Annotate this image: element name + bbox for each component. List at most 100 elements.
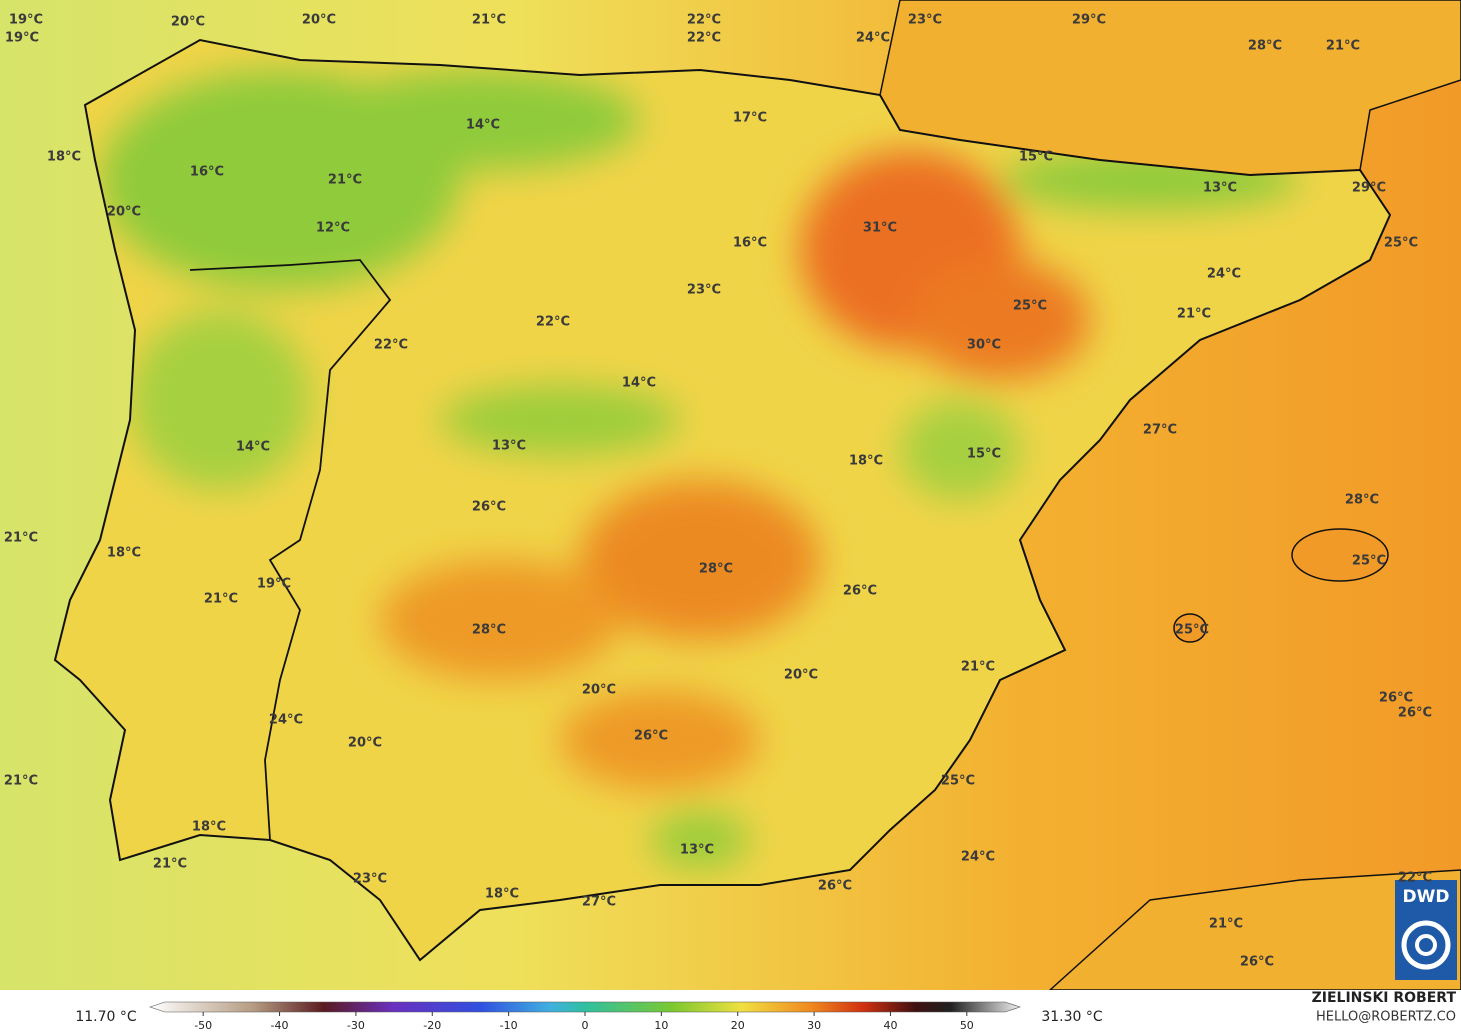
colorbar-tick-label: -10 <box>500 1019 518 1032</box>
temperature-label: 21°C <box>204 592 238 607</box>
temperature-label: 26°C <box>472 500 506 515</box>
temperature-label: 22°C <box>687 31 721 46</box>
logo <box>1395 880 1457 980</box>
coastline <box>53 38 1392 962</box>
temperature-label: 25°C <box>941 774 975 789</box>
temperature-label: 20°C <box>302 13 336 28</box>
warm-area <box>380 560 620 680</box>
logo-text: DWD <box>1403 887 1450 907</box>
temperature-label: 24°C <box>961 850 995 865</box>
temperature-label: 22°C <box>1398 871 1432 886</box>
iberia <box>55 40 1390 960</box>
temperature-field <box>100 70 1300 870</box>
temperature-label: 18°C <box>485 887 519 902</box>
cool-area <box>650 810 750 870</box>
cool-area <box>900 400 1020 500</box>
temperature-label: 28°C <box>699 562 733 577</box>
warm-area <box>580 480 820 640</box>
author: ZIELINSKI ROBERT <box>1312 990 1457 1006</box>
temperature-label: 24°C <box>1207 267 1241 282</box>
temperature-label: 21°C <box>472 13 506 28</box>
temperature-label: 17°C <box>733 111 767 126</box>
temperature-label: 27°C <box>1143 423 1177 438</box>
max-label: 31.30 °C <box>1041 1009 1103 1025</box>
temperature-label: 22°C <box>536 315 570 330</box>
colorbar-tick-label: 0 <box>582 1019 589 1032</box>
temperature-label: 25°C <box>1013 299 1047 314</box>
temperature-label: 18°C <box>107 546 141 561</box>
temperature-label: 22°C <box>687 13 721 28</box>
colorbar-tick-label: -30 <box>347 1019 365 1032</box>
temperature-label: 20°C <box>171 15 205 30</box>
temperature-label: 31°C <box>863 221 897 236</box>
temperature-label: 25°C <box>1384 236 1418 251</box>
temperature-label: 21°C <box>153 857 187 872</box>
temperature-label: 12°C <box>316 221 350 236</box>
temperature-label: 21°C <box>4 531 38 546</box>
cool-area <box>320 70 640 170</box>
temperature-label: 28°C <box>472 623 506 638</box>
contact: HELLO@ROBERTZ.CO <box>1316 1010 1456 1025</box>
temperature-label: 26°C <box>634 729 668 744</box>
temperature-label: 26°C <box>1379 691 1413 706</box>
temperature-label: 13°C <box>680 843 714 858</box>
temperature-label: 29°C <box>1352 181 1386 196</box>
colorbar-tick-label: 20 <box>731 1019 745 1032</box>
temperature-label: 19°C <box>9 13 43 28</box>
ibiza <box>1173 613 1207 643</box>
mallorca <box>1291 528 1389 582</box>
colorbar-tick-label: 40 <box>883 1019 897 1032</box>
colorbar-tick-label: 50 <box>960 1019 974 1032</box>
temperature-label: 18°C <box>47 150 81 165</box>
temperature-label: 20°C <box>348 736 382 751</box>
temperature-label: 24°C <box>856 31 890 46</box>
warm-area <box>910 260 1090 380</box>
cool-area <box>130 310 310 490</box>
temperature-label: 15°C <box>1019 150 1053 165</box>
border <box>189 259 392 841</box>
temperature-label: 14°C <box>466 118 500 133</box>
temperature-label: 21°C <box>1326 39 1360 54</box>
temperature-label: 14°C <box>622 376 656 391</box>
temperature-label: 14°C <box>236 440 270 455</box>
footer <box>0 990 1461 1035</box>
colorbar-tick-label: 10 <box>654 1019 668 1032</box>
colorbar-tick-label: -50 <box>194 1019 212 1032</box>
temperature-label: 22°C <box>374 338 408 353</box>
temperature-label: 21°C <box>328 173 362 188</box>
temperature-label: 21°C <box>1177 307 1211 322</box>
colorbar-tick-label: 30 <box>807 1019 821 1032</box>
temperature-label: 29°C <box>1072 13 1106 28</box>
temperature-label: 27°C <box>582 895 616 910</box>
temperature-label: 20°C <box>784 668 818 683</box>
temperature-label: 16°C <box>733 236 767 251</box>
logo-icon <box>1415 934 1437 956</box>
temperature-label: 13°C <box>1203 181 1237 196</box>
temperature-label: 25°C <box>1175 623 1209 638</box>
temperature-label: 23°C <box>687 283 721 298</box>
temperature-label: 20°C <box>582 683 616 698</box>
temperature-label: 16°C <box>190 165 224 180</box>
temperature-label: 18°C <box>849 454 883 469</box>
temperature-label: 23°C <box>908 13 942 28</box>
temperature-label: 26°C <box>818 879 852 894</box>
temperature-label: 25°C <box>1352 554 1386 569</box>
temperature-label: 26°C <box>843 584 877 599</box>
temperature-label: 26°C <box>1398 706 1432 721</box>
logo-icon <box>1401 920 1451 970</box>
temperature-label: 21°C <box>961 660 995 675</box>
cool-area <box>440 385 680 455</box>
min-label: 11.70 °C <box>75 1009 137 1025</box>
temperature-label: 21°C <box>4 774 38 789</box>
temperature-label: 20°C <box>107 205 141 220</box>
temperature-label: 19°C <box>257 577 291 592</box>
temperature-label: 28°C <box>1345 493 1379 508</box>
temperature-label: 13°C <box>492 439 526 454</box>
temperature-label: 23°C <box>353 872 387 887</box>
temperature-label: 15°C <box>967 447 1001 462</box>
temperature-label: 28°C <box>1248 39 1282 54</box>
temperature-label: 21°C <box>1209 917 1243 932</box>
colorbar-tick-label: -40 <box>271 1019 289 1032</box>
temperature-label: 19°C <box>5 31 39 46</box>
